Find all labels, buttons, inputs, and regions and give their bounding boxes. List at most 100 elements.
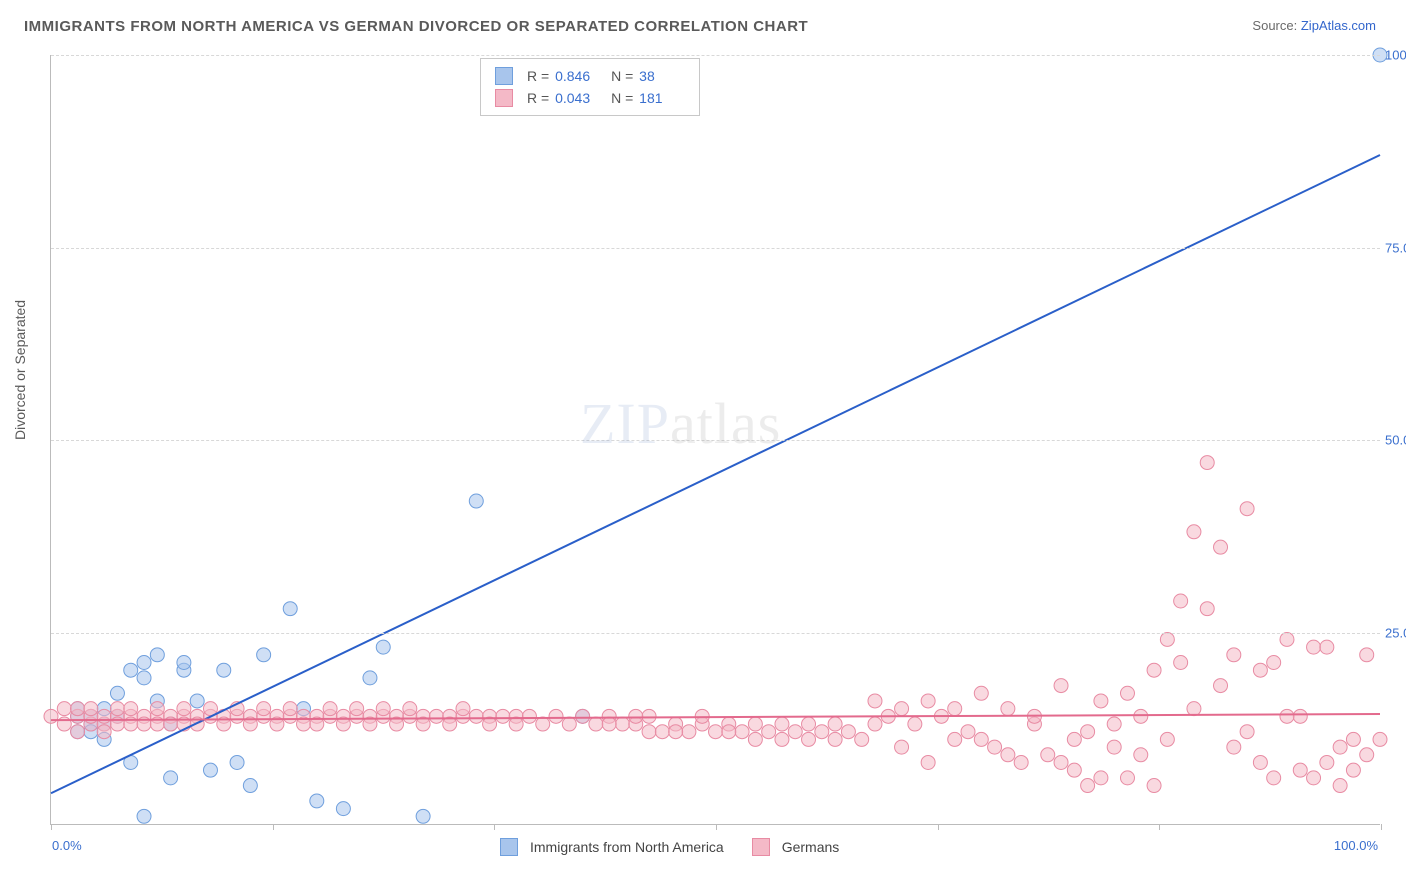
scatter-point [456,702,470,716]
scatter-point [1253,663,1267,677]
scatter-point [283,602,297,616]
scatter-point [509,717,523,731]
scatter-point [1214,540,1228,554]
legend-item: Immigrants from North America [500,838,724,856]
plot-area: 25.0%50.0%75.0%100.0% [50,55,1380,825]
scatter-point [1147,663,1161,677]
scatter-point [1187,525,1201,539]
scatter-point [948,702,962,716]
scatter-point [868,717,882,731]
stat-n-label: N = [611,90,637,106]
scatter-point [124,702,138,716]
scatter-point [536,717,550,731]
scatter-point [1200,456,1214,470]
scatter-point [283,702,297,716]
scatter-point [164,771,178,785]
scatter-point [1160,732,1174,746]
scatter-point [1360,648,1374,662]
scatter-point [788,725,802,739]
scatter-point [948,732,962,746]
stat-r-value: 0.846 [555,65,601,87]
scatter-point [1333,740,1347,754]
y-tick-label: 25.0% [1385,625,1406,640]
stat-n-value: 38 [639,65,685,87]
scatter-point [336,802,350,816]
scatter-point [722,725,736,739]
y-tick-label: 100.0% [1385,48,1406,63]
scatter-point [1240,502,1254,516]
scatter-point [895,740,909,754]
scatter-point [124,663,138,677]
scatter-point [1067,763,1081,777]
scatter-point [57,702,71,716]
scatter-point [828,732,842,746]
scatter-point [802,717,816,731]
trend-line [51,155,1380,793]
x-tick [938,824,939,830]
scatter-point [1253,755,1267,769]
scatter-point [1094,771,1108,785]
scatter-point [1081,779,1095,793]
scatter-point [1200,602,1214,616]
scatter-point [1081,725,1095,739]
scatter-point [110,702,124,716]
legend-label: Immigrants from North America [530,839,724,855]
legend-swatch [500,838,518,856]
scatter-point [1373,732,1387,746]
source-link[interactable]: ZipAtlas.com [1301,18,1376,33]
scatter-point [71,725,85,739]
scatter-point [1160,632,1174,646]
scatter-point [1346,732,1360,746]
scatter-point [522,709,536,723]
scatter-point [1174,656,1188,670]
scatter-point [97,709,111,723]
scatter-point [1120,686,1134,700]
scatter-point [549,709,563,723]
scatter-point [1107,717,1121,731]
scatter-point [217,663,231,677]
x-axis-min-label: 0.0% [52,838,82,853]
scatter-point [961,725,975,739]
scatter-point [376,702,390,716]
x-tick [273,824,274,830]
scatter-point [682,725,696,739]
scatter-point [1134,709,1148,723]
scatter-point [908,717,922,731]
legend-item: Germans [752,838,840,856]
scatter-point [1014,755,1028,769]
scatter-point [1067,732,1081,746]
scatter-point [71,702,85,716]
scatter-point [562,717,576,731]
scatter-point [350,702,364,716]
scatter-point [323,702,337,716]
scatter-point [775,717,789,731]
scatter-point [815,725,829,739]
chart-title: IMMIGRANTS FROM NORTH AMERICA VS GERMAN … [24,18,808,35]
scatter-point [1360,748,1374,762]
scatter-point [376,640,390,654]
scatter-point [1187,702,1201,716]
scatter-point [1320,755,1334,769]
source-label: Source: [1252,18,1297,33]
scatter-point [1054,755,1068,769]
legend-stats-box: R = 0.846N = 38R = 0.043N = 181 [480,58,700,116]
scatter-point [974,686,988,700]
scatter-point [615,717,629,731]
scatter-point [1293,709,1307,723]
gridline [51,440,1380,441]
scatter-point [363,671,377,685]
scatter-point [1227,648,1241,662]
scatter-point [150,702,164,716]
gridline [51,55,1380,56]
scatter-point [709,725,723,739]
scatter-point [1134,748,1148,762]
scatter-point [1320,640,1334,654]
scatter-point [1240,725,1254,739]
scatter-point [416,809,430,823]
scatter-point [895,702,909,716]
scatter-point [1174,594,1188,608]
scatter-point [921,755,935,769]
scatter-point [589,717,603,731]
scatter-point [775,732,789,746]
legend-swatch [495,67,513,85]
